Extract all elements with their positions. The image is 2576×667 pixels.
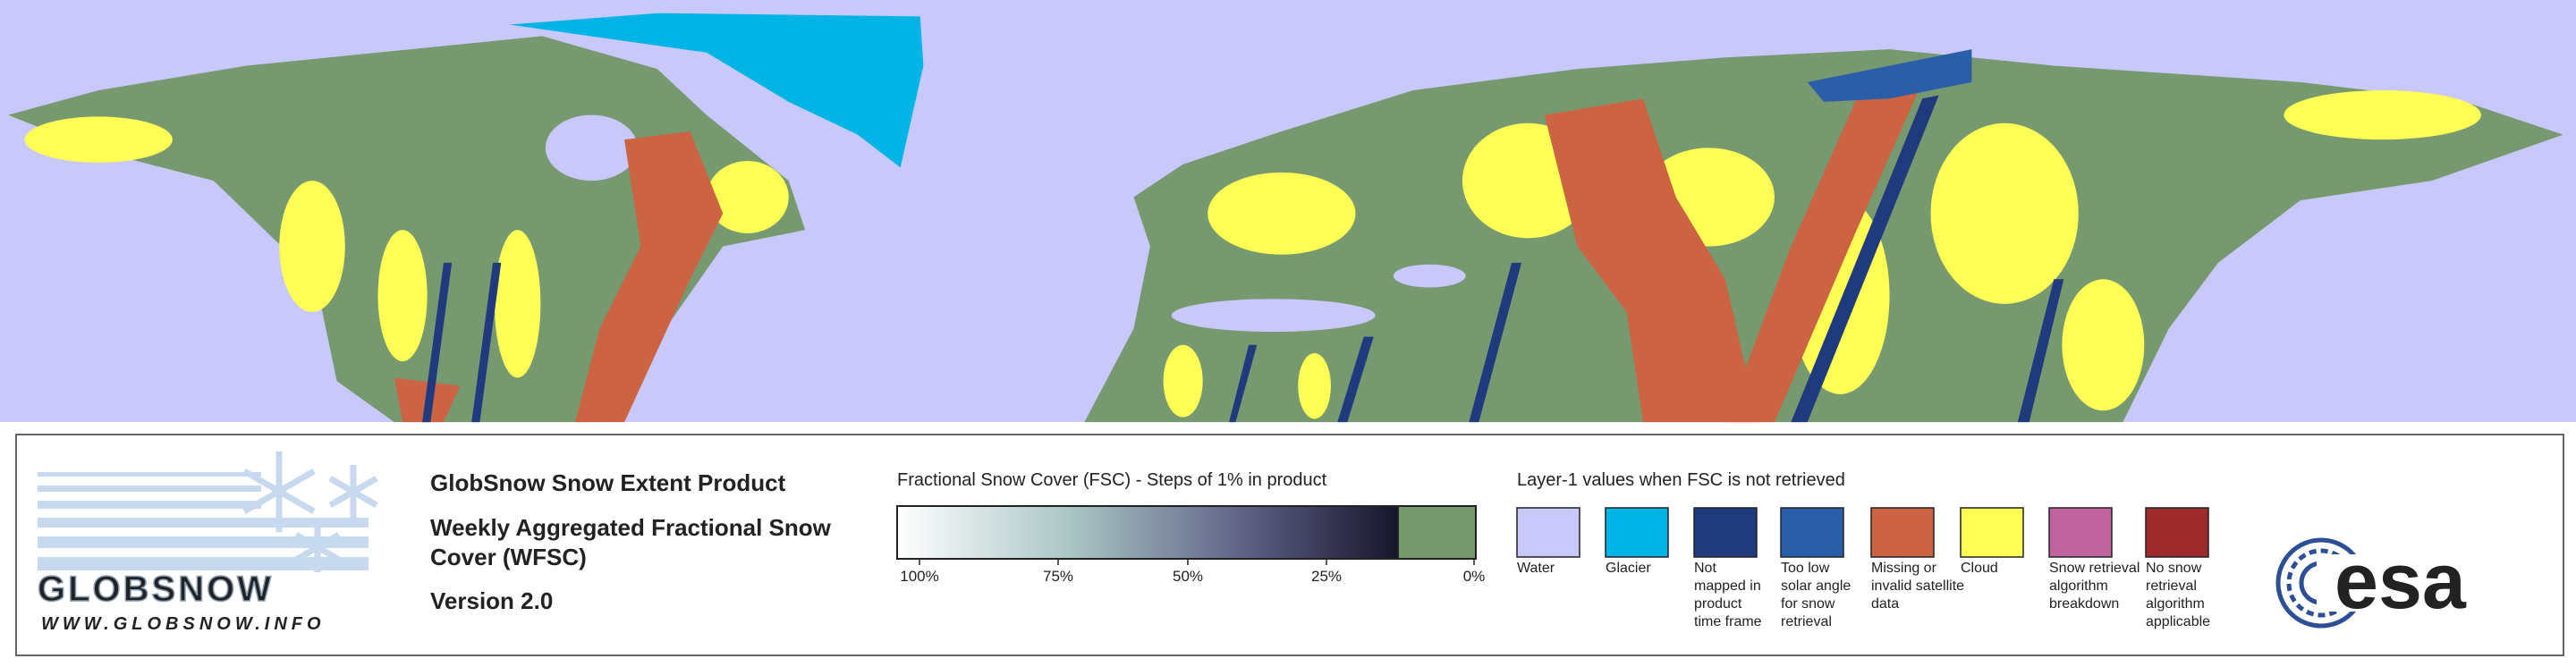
class-swatch: [1693, 507, 1758, 558]
class-swatch: [1960, 507, 2024, 558]
legend-box: [15, 434, 2564, 656]
missing-data: [394, 81, 1923, 423]
fsc-title: Fractional Snow Cover (FSC) - Steps of 1…: [897, 470, 1327, 490]
class-label: solar angle: [1781, 578, 1851, 594]
agency-name: esa: [2334, 536, 2467, 625]
fsc-gradient: [896, 505, 1399, 560]
map-features: [8, 13, 2563, 423]
class-label: applicable: [2146, 614, 2210, 629]
fsc-ticks: 100% 75% 50% 25% 0%: [900, 559, 1485, 585]
class-label: retrieval: [2146, 578, 2197, 594]
logo-url: WWW.GLOBSNOW.INFO: [41, 614, 326, 634]
class-label: for snow: [1781, 596, 1835, 612]
product-title: GlobSnow Snow Extent Product: [430, 469, 786, 496]
class-swatch: [1605, 507, 1669, 558]
class-swatch: [1780, 507, 1844, 558]
layer1-title: Layer-1 values when FSC is not retrieved: [1517, 470, 1845, 490]
esa-logo: esa: [2275, 536, 2467, 629]
class-label: retrieval: [1781, 614, 1832, 629]
esa-mask: [2317, 554, 2370, 612]
class-swatch: [1870, 507, 1935, 558]
fsc-zero: [1397, 505, 1477, 560]
hudson-bay: [545, 114, 638, 182]
black-sea: [1393, 264, 1466, 288]
class-label: time frame: [1694, 614, 1762, 629]
class-label: Too low: [1781, 561, 1830, 576]
snowflakes: [242, 452, 378, 572]
class-label: breakdown: [2049, 596, 2119, 612]
class-swatch: [2048, 507, 2113, 558]
not-mapped: [1807, 49, 1972, 102]
class-label: Cloud: [1961, 561, 1998, 576]
class-label: Missing or: [1871, 561, 1937, 576]
globsnow-logo: GLOBSNOW WWW.GLOBSNOW.INFO: [37, 452, 378, 634]
class-label: algorithm: [2146, 596, 2205, 612]
product-version: Version 2.0: [430, 587, 553, 614]
class-label: Snow retrieval: [2049, 561, 2140, 576]
logo-name: GLOBSNOW: [38, 570, 274, 609]
class-label: product: [1694, 596, 1742, 612]
class-swatch: [2145, 507, 2209, 558]
class-label: data: [1871, 596, 1899, 612]
fsc-tick-label: 0%: [1463, 568, 1486, 585]
mediterranean: [1171, 299, 1376, 333]
class-label: Water: [1517, 561, 1555, 576]
greenland: [509, 13, 924, 168]
class-label: Glacier: [1606, 561, 1651, 576]
fsc-tick-label: 100%: [900, 568, 938, 585]
class-label: No snow: [2146, 561, 2202, 576]
logo-stripes: [38, 472, 369, 570]
fsc-tick-label: 75%: [1043, 568, 1073, 585]
product-subtitle: Cover (WFSC): [430, 544, 587, 570]
fsc-tick-label: 50%: [1173, 568, 1203, 585]
class-label: algorithm: [2049, 578, 2108, 594]
map: [0, 0, 2576, 423]
product-subtitle: Weekly Aggregated Fractional Snow: [430, 514, 832, 541]
class-label: mapped in: [1694, 578, 1761, 594]
layer1-classes: Water Glacier Not mapped in product time fram…: [1516, 507, 2210, 629]
fsc-tick-label: 25%: [1311, 568, 1342, 585]
not-mapped-stripes: [422, 95, 2064, 423]
class-label: invalid satellite: [1871, 578, 1964, 594]
class-label: Not: [1694, 561, 1716, 576]
class-swatch: [1516, 507, 1580, 558]
